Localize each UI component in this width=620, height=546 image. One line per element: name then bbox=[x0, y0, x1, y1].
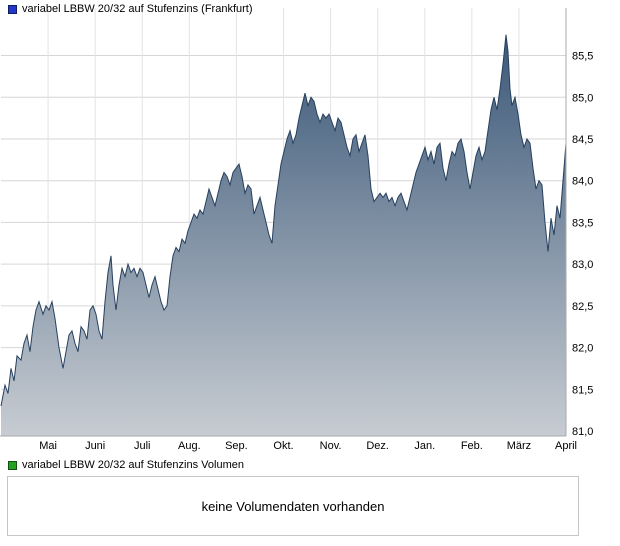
volume-series-marker-icon bbox=[8, 461, 17, 470]
price-series-marker-icon bbox=[8, 5, 17, 14]
y-tick-label: 83,5 bbox=[572, 217, 593, 229]
y-tick-label: 82,0 bbox=[572, 343, 593, 355]
price-chart-canvas[interactable]: 81,0 81,5 82,0 82,5 83,0 83,5 84,0 84,5 85,0 85,5… bbox=[0, 0, 620, 452]
x-tick-label: Juli bbox=[134, 440, 151, 452]
x-tick-label: März bbox=[507, 440, 531, 452]
price-chart-legend: variabel LBBW 20/32 auf Stufenzins (Fran… bbox=[8, 3, 253, 16]
volume-chart-legend: variabel LBBW 20/32 auf Stufenzins Volum… bbox=[8, 459, 244, 472]
y-tick-label: 83,0 bbox=[572, 259, 593, 271]
y-tick-label: 81,5 bbox=[572, 384, 593, 396]
y-tick-label: 85,0 bbox=[572, 92, 593, 104]
x-tick-label: Dez. bbox=[366, 440, 389, 452]
y-tick-label: 81,0 bbox=[572, 426, 593, 438]
y-tick-label: 82,5 bbox=[572, 301, 593, 313]
y-tick-label: 84,0 bbox=[572, 176, 593, 188]
x-tick-label: Juni bbox=[85, 440, 105, 452]
volume-empty-message: keine Volumendaten vorhanden bbox=[201, 498, 385, 514]
price-area bbox=[1, 34, 566, 436]
price-line bbox=[0, 34, 567, 407]
volume-series-legend-label: variabel LBBW 20/32 auf Stufenzins Volum… bbox=[22, 459, 244, 471]
volume-empty-box: keine Volumendaten vorhanden bbox=[7, 476, 579, 536]
y-tick-label: 85,5 bbox=[572, 51, 593, 63]
x-tick-label: Mai bbox=[39, 440, 57, 452]
x-tick-label: Aug. bbox=[178, 440, 201, 452]
x-tick-label: Feb. bbox=[461, 440, 483, 452]
x-tick-label: Jan. bbox=[414, 440, 435, 452]
x-tick-label: Sep. bbox=[225, 440, 248, 452]
x-tick-label: April bbox=[555, 440, 577, 452]
x-tick-label: Nov. bbox=[320, 440, 342, 452]
x-tick-label: Okt. bbox=[273, 440, 293, 452]
y-tick-label: 84,5 bbox=[572, 134, 593, 146]
price-series-legend-label: variabel LBBW 20/32 auf Stufenzins (Fran… bbox=[22, 3, 253, 15]
